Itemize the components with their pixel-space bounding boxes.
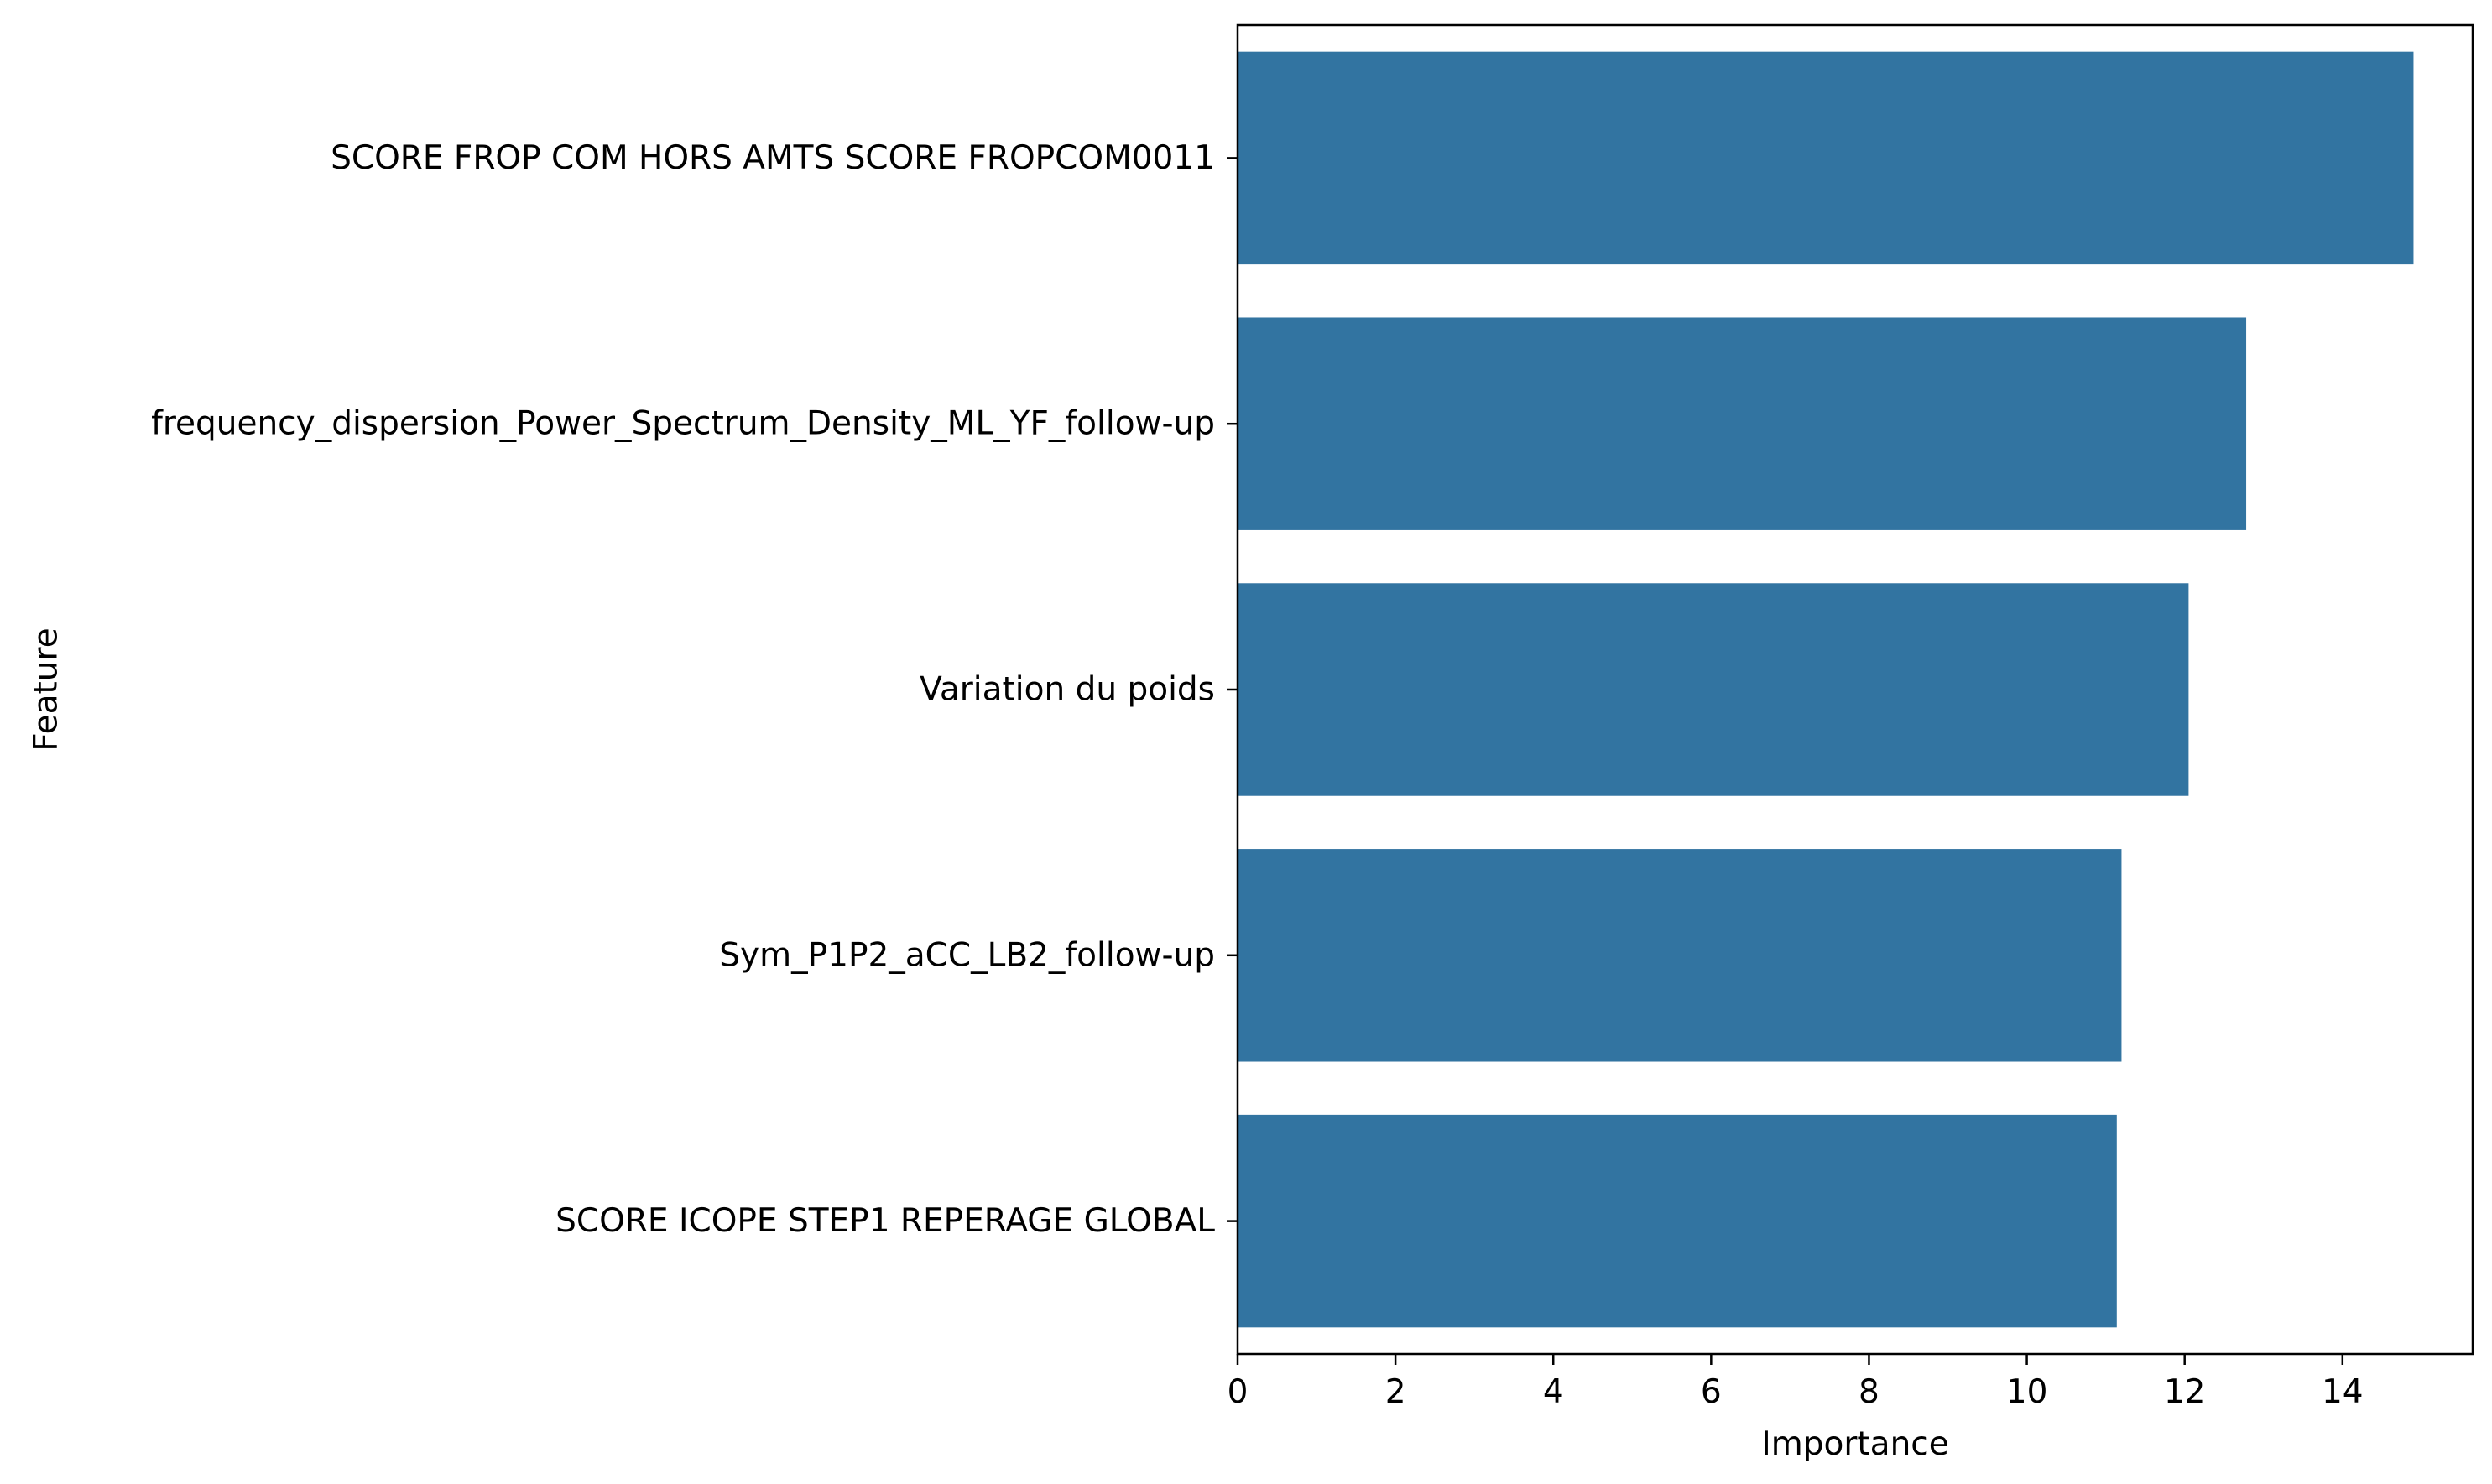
- x-tick-label: 10: [2006, 1373, 2048, 1411]
- bar: [1238, 317, 2247, 530]
- bar: [1238, 849, 2122, 1062]
- bar: [1238, 1114, 2117, 1328]
- y-tick-label: SCORE ICOPE STEP1 REPERAGE GLOBAL: [555, 1202, 1215, 1240]
- bar: [1238, 583, 2189, 796]
- x-tick-label: 12: [2164, 1373, 2206, 1411]
- bars-layer: [1238, 51, 2414, 1328]
- x-tick-label: 14: [2322, 1373, 2364, 1411]
- x-tick-label: 2: [1385, 1373, 1406, 1411]
- x-ticks-layer: 0 2 4 6 8 10 12 14: [1228, 1354, 2364, 1411]
- y-tick-label: frequency_dispersion_Power_Spectrum_Dens…: [151, 405, 1215, 443]
- x-tick-label: 6: [1701, 1373, 1722, 1411]
- bar: [1238, 51, 2414, 265]
- y-ticks-layer: SCORE FROP COM HORS AMTS SCORE FROPCOM00…: [151, 139, 1238, 1240]
- y-axis-label: Feature: [28, 627, 65, 751]
- y-tick-label: Sym_P1P2_aCC_LB2_follow-up: [719, 936, 1215, 974]
- y-tick-label: SCORE FROP COM HORS AMTS SCORE FROPCOM00…: [331, 139, 1215, 177]
- y-tick-label: Variation du poids: [920, 671, 1215, 709]
- x-axis-label: Importance: [1761, 1425, 1949, 1463]
- x-tick-label: 4: [1543, 1373, 1564, 1411]
- plot-frame: [1236, 23, 2474, 1356]
- x-tick-label: 0: [1228, 1373, 1249, 1411]
- x-tick-label: 8: [1859, 1373, 1879, 1411]
